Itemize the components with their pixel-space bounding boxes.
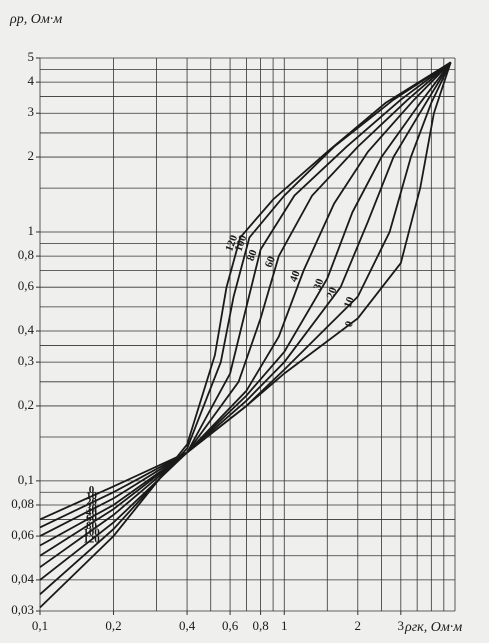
x-tick-label: 1 [281, 618, 288, 633]
y-tick-label: 0,3 [18, 353, 34, 368]
curve-label: 20 [86, 496, 98, 508]
x-tick-label: 0,6 [222, 618, 239, 633]
y-tick-label: 0,8 [18, 247, 34, 262]
x-tick-label: 0,8 [252, 618, 268, 633]
y-tick-label: 0,06 [11, 527, 34, 542]
y-tick-label: 0,2 [18, 397, 34, 412]
curve [39, 61, 452, 547]
curve-label: 10 [342, 295, 357, 310]
curve-label: 20 [325, 285, 340, 300]
curve [39, 61, 452, 609]
y-axis-label: ρр, Ом·м [9, 12, 62, 27]
curve-label: 0 [343, 319, 356, 329]
y-tick-label: 3 [28, 104, 35, 119]
curve [39, 61, 452, 568]
curve [39, 61, 452, 595]
curve-label: 60 [86, 512, 98, 524]
curve-label: 30 [311, 277, 326, 292]
y-tick-label: 4 [28, 73, 35, 88]
x-tick-label: 2 [355, 618, 362, 633]
y-tick-label: 0,4 [18, 322, 35, 337]
x-tick-label: 3 [398, 618, 405, 633]
curve-label: 80 [245, 248, 260, 263]
x-tick-label: 0,1 [32, 618, 48, 633]
y-tick-label: 2 [28, 148, 35, 163]
y-tick-label: 0,08 [11, 496, 34, 511]
x-axis-label: ρгк, Ом·м [404, 620, 462, 635]
curve-label: 30 [86, 503, 98, 515]
curve-label: 40 [86, 507, 98, 519]
curve-label: 80 [86, 520, 98, 532]
curve [39, 61, 452, 537]
curve-label: 100 [83, 527, 100, 539]
curve [39, 61, 452, 557]
curve-label: 60 [263, 254, 278, 269]
curve-label: 120 [83, 534, 100, 546]
x-tick-label: 0,4 [179, 618, 196, 633]
x-tick-label: 0,2 [105, 618, 121, 633]
y-tick-label: 0,1 [18, 472, 34, 487]
curve-label: 40 [288, 269, 303, 284]
curve-label: 120 [223, 233, 240, 253]
curve-label: 10 [86, 490, 98, 502]
y-tick-label: 1 [28, 223, 35, 238]
y-tick-label: 0,04 [11, 571, 34, 586]
y-tick-label: 0,6 [18, 278, 35, 293]
y-tick-label: 0,03 [11, 602, 34, 617]
curve-label: 0 [89, 484, 95, 496]
curve [39, 62, 452, 529]
y-tick-label: 5 [28, 49, 35, 64]
curve [39, 62, 452, 521]
